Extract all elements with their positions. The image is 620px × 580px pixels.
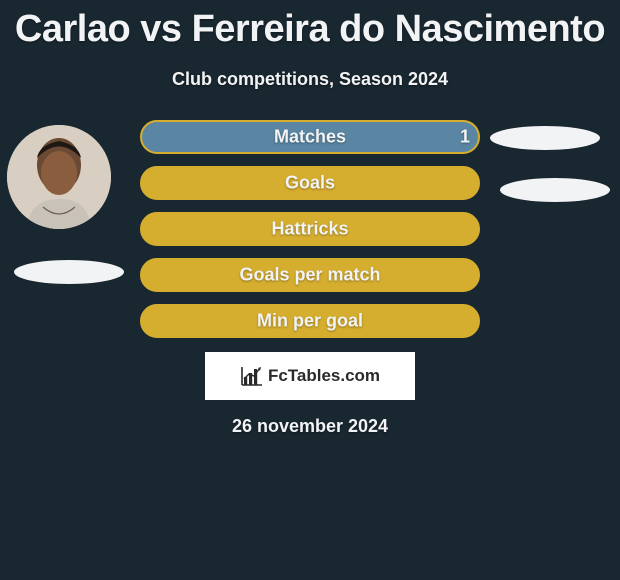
stat-bar-hattricks: Hattricks xyxy=(140,212,480,246)
stat-bar-goals: Goals xyxy=(140,166,480,200)
page-title: Carlao vs Ferreira do Nascimento xyxy=(0,0,620,51)
player-right-name-pill-2 xyxy=(500,178,610,202)
date-text: 26 november 2024 xyxy=(0,416,620,437)
stat-bar-fill xyxy=(140,166,480,200)
brand-text: FcTables.com xyxy=(268,366,380,386)
stat-bar-min_per_goal: Min per goal xyxy=(140,304,480,338)
stat-bar-matches: Matches1 xyxy=(140,120,480,154)
player-left-name-pill xyxy=(14,260,124,284)
comparison-content: Matches1 Goals Hattricks Goals per match Min… xyxy=(0,120,620,470)
player-right-name-pill-1 xyxy=(490,126,600,150)
stat-bars: Matches1 Goals Hattricks Goals per match Min… xyxy=(140,120,480,350)
stat-bar-value-right: 1 xyxy=(460,127,470,148)
stat-bar-fill xyxy=(140,212,480,246)
stat-bar-fill xyxy=(140,304,480,338)
player-left-avatar xyxy=(7,125,111,229)
stat-bar-fill xyxy=(140,258,480,292)
chart-icon xyxy=(240,365,264,387)
brand-box: FcTables.com xyxy=(205,352,415,400)
page-subtitle: Club competitions, Season 2024 xyxy=(0,69,620,90)
stat-bar-goals_per_match: Goals per match xyxy=(140,258,480,292)
stat-bar-fill xyxy=(140,120,480,154)
